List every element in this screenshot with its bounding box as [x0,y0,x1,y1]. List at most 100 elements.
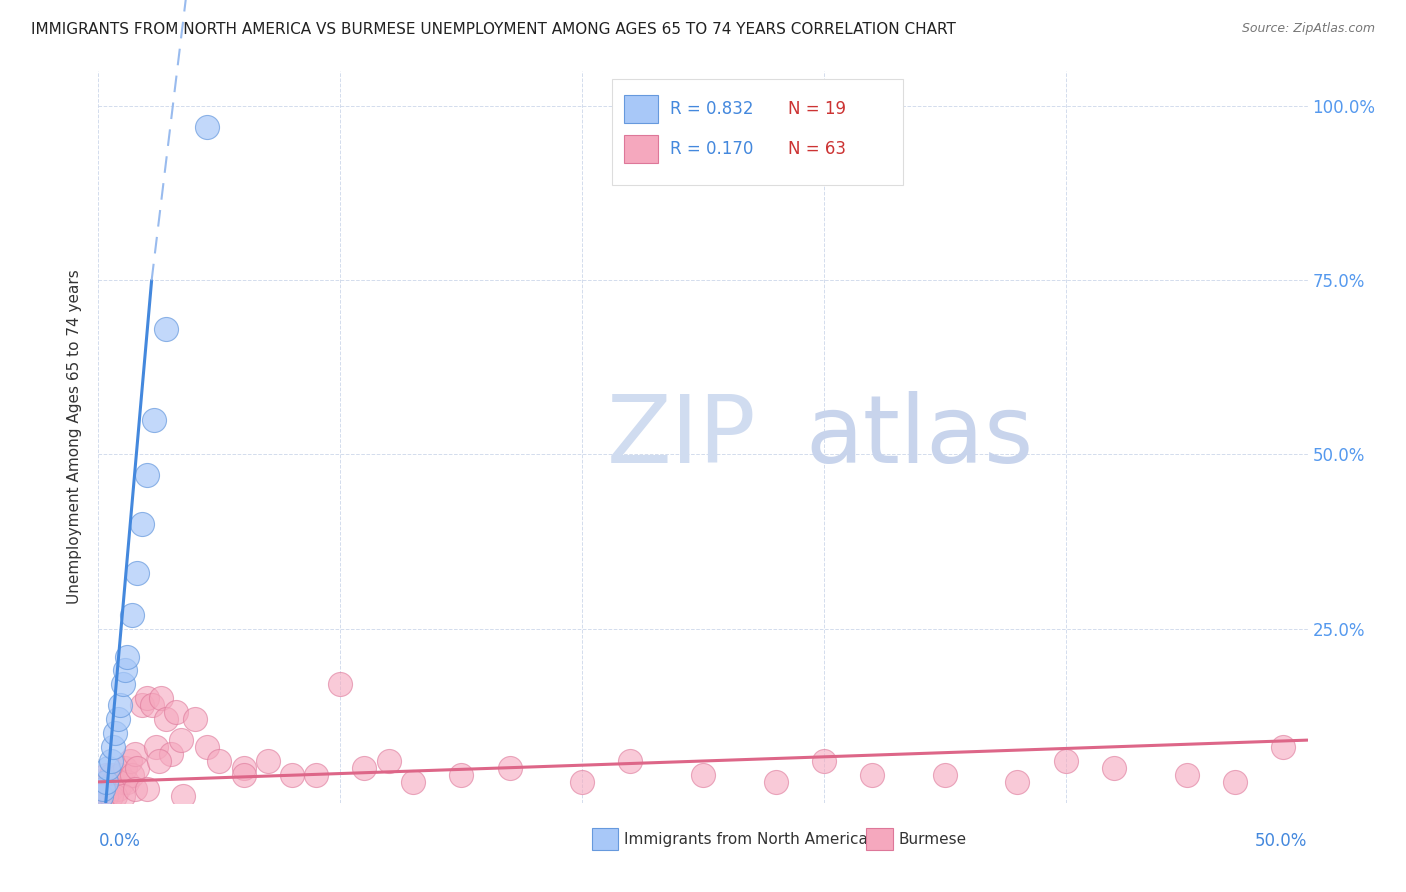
Point [169,733,191,747]
Point [184,712,207,726]
Point [107,781,129,796]
Point [91,781,114,796]
Point [117,775,139,789]
Text: Source: ZipAtlas.com: Source: ZipAtlas.com [1241,22,1375,36]
Point [94,781,117,796]
Point [232,768,254,782]
Point [692,768,714,782]
Point [118,754,141,768]
Point [813,754,835,768]
Point [104,726,127,740]
Point [377,754,399,768]
Text: R = 0.170: R = 0.170 [671,140,754,158]
Text: ZIP: ZIP [606,391,756,483]
Point [108,768,131,782]
Point [135,468,157,483]
Point [1102,761,1125,775]
Point [172,789,194,803]
Point [498,761,520,775]
Point [124,747,146,761]
Bar [624,135,658,163]
Point [114,761,136,775]
Text: Burmese: Burmese [898,832,967,847]
Point [121,768,143,782]
Point [1054,754,1077,768]
Point [141,698,163,713]
Point [131,698,153,713]
Point [860,768,883,782]
Point [208,754,231,768]
Point [934,768,956,782]
Point [145,740,167,755]
Bar [866,829,893,850]
Point [165,705,187,719]
Point [571,775,593,789]
Text: IMMIGRANTS FROM NORTH AMERICA VS BURMESE UNEMPLOYMENT AMONG AGES 65 TO 74 YEARS : IMMIGRANTS FROM NORTH AMERICA VS BURMESE… [31,22,956,37]
Point [100,789,122,803]
Point [107,712,129,726]
Point [91,781,114,796]
Point [97,775,120,789]
Point [100,781,122,796]
Point [100,768,122,782]
Point [94,789,117,803]
Point [195,740,218,755]
Point [127,566,149,580]
Point [127,761,149,775]
Point [90,789,112,803]
Point [114,664,136,678]
Point [402,775,425,789]
Point [765,775,787,789]
Point [148,754,170,768]
Point [281,768,304,782]
Point [1223,775,1246,789]
Text: N = 63: N = 63 [787,140,845,158]
Point [124,781,146,796]
Point [111,677,134,691]
Point [160,747,183,761]
Point [135,691,157,706]
Point [90,789,112,803]
Point [100,754,122,768]
Point [1007,775,1029,789]
Point [117,649,139,664]
Point [94,775,117,789]
Point [104,775,127,789]
Point [101,740,124,755]
Text: Immigrants from North America: Immigrants from North America [624,832,869,847]
Point [450,768,472,782]
Point [155,712,177,726]
Point [94,768,117,782]
Text: R = 0.832: R = 0.832 [671,100,754,118]
Point [353,761,375,775]
Text: 50.0%: 50.0% [1256,832,1308,850]
Point [104,789,127,803]
Y-axis label: Unemployment Among Ages 65 to 74 years: Unemployment Among Ages 65 to 74 years [67,269,83,605]
Point [121,607,143,622]
Point [1272,740,1295,755]
Point [155,322,177,336]
Point [232,761,254,775]
Point [150,691,173,706]
Point [329,677,352,691]
Point [305,768,328,782]
Point [108,698,131,713]
Point [131,517,153,532]
Text: 0.0%: 0.0% [98,832,141,850]
Point [97,761,120,775]
Text: atlas: atlas [806,391,1033,483]
Point [111,775,134,789]
Text: N = 19: N = 19 [787,100,845,118]
FancyBboxPatch shape [613,78,903,185]
Point [1175,768,1198,782]
Point [619,754,641,768]
Point [135,781,157,796]
Bar [624,95,658,122]
Bar [592,829,619,850]
Point [143,412,166,426]
Point [111,789,134,803]
Point [195,120,218,134]
Point [91,789,114,803]
Point [101,775,124,789]
Point [256,754,278,768]
